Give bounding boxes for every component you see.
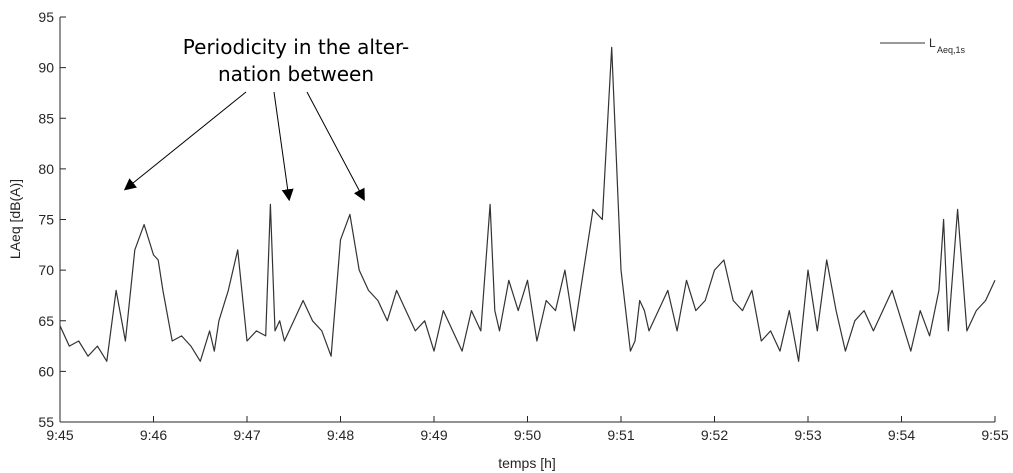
x-tick-label: 9:46 <box>140 427 167 443</box>
x-tick-label: 9:53 <box>794 427 821 443</box>
plot-area <box>60 17 995 422</box>
y-tick-label: 70 <box>38 262 54 278</box>
annotation-arrow <box>273 91 294 202</box>
annotation-arrow <box>123 91 247 191</box>
annotation-arrow <box>306 91 365 202</box>
x-tick-label: 9:50 <box>514 427 541 443</box>
y-axis-label: LAeq [dB(A)] <box>7 179 23 259</box>
x-tick-label: 9:45 <box>46 427 73 443</box>
annotation-line-2: nation between <box>218 62 374 86</box>
y-tick-label: 60 <box>38 363 54 379</box>
legend-subscript: Aeq,1s <box>937 45 966 55</box>
annotation-arrows <box>123 91 365 202</box>
annotation-line-1: Periodicity in the alter- <box>183 35 409 59</box>
y-tick-label: 80 <box>38 161 54 177</box>
plot-background <box>60 17 995 422</box>
y-tick-label: 75 <box>38 212 54 228</box>
x-tick-label: 9:47 <box>233 427 260 443</box>
legend: L Aeq,1s <box>880 36 966 55</box>
y-tick-label: 90 <box>38 60 54 76</box>
y-tick-label: 65 <box>38 313 54 329</box>
series-line <box>59 46 996 362</box>
legend-label: L <box>929 36 936 50</box>
x-axis: 9:45 9:46 9:47 9:48 9:49 9:50 9:51 9:52 9:53 9:54… <box>46 416 1009 443</box>
y-tick-label: 55 <box>38 414 54 430</box>
annotation: Periodicity in the alter- nation between <box>123 35 409 202</box>
y-tick-label: 85 <box>38 110 54 126</box>
x-tick-label: 9:55 <box>981 427 1008 443</box>
x-tick-label: 9:54 <box>888 427 915 443</box>
series-layer <box>59 46 996 362</box>
x-tick-label: 9:49 <box>420 427 447 443</box>
y-axis: 55 60 65 70 75 80 85 90 95 <box>38 9 66 430</box>
y-tick-label: 95 <box>38 9 54 25</box>
x-tick-label: 9:52 <box>701 427 728 443</box>
x-tick-label: 9:48 <box>327 427 354 443</box>
x-axis-label: temps [h] <box>498 455 556 471</box>
x-tick-label: 9:51 <box>607 427 634 443</box>
